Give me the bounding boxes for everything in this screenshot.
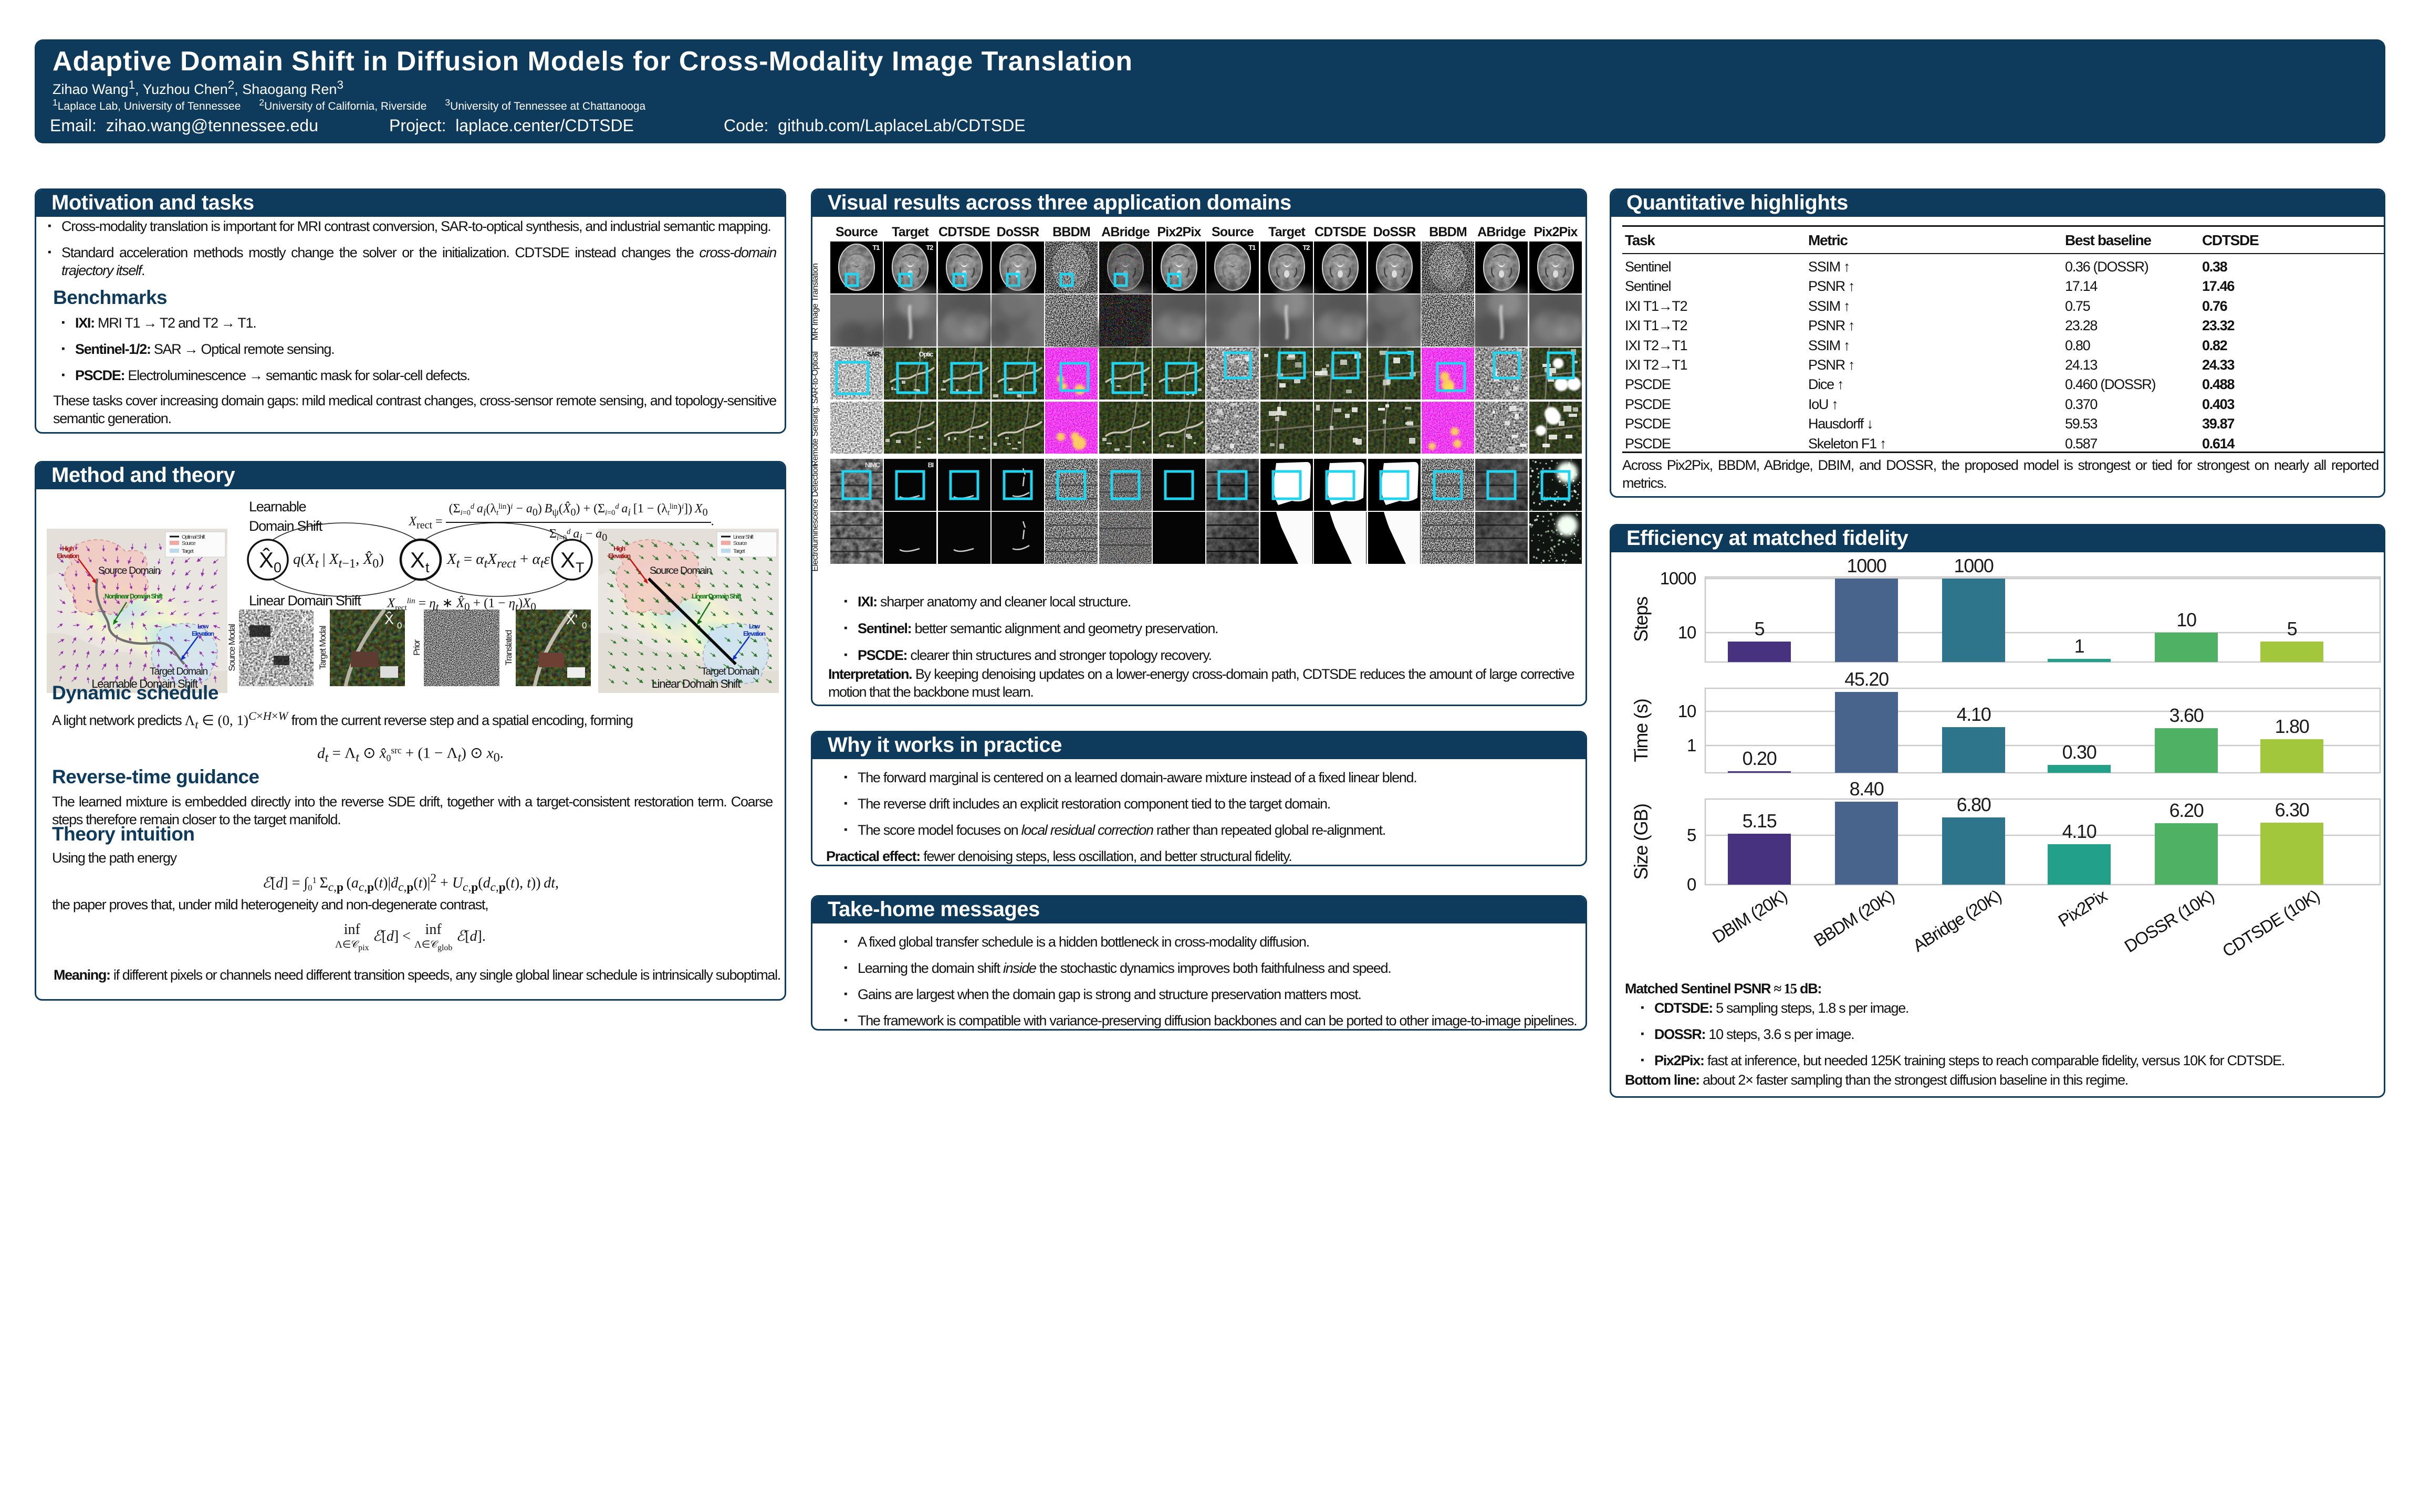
svg-text:6.30: 6.30	[2275, 799, 2309, 821]
svg-text:1: 1	[1687, 736, 1696, 755]
svg-text:0: 0	[397, 621, 402, 631]
svg-text:X: X	[300, 612, 309, 627]
svg-text:T: T	[576, 560, 584, 575]
svg-text:Size (GB): Size (GB)	[1630, 804, 1652, 879]
svg-text:0: 0	[1687, 875, 1696, 894]
svg-text:Low: Low	[197, 623, 209, 630]
svg-text:Elevation: Elevation	[608, 552, 631, 560]
svg-text:Pix2Pix: Pix2Pix	[2054, 886, 2111, 931]
svg-text:10: 10	[1678, 623, 1696, 642]
svg-text:t: t	[425, 560, 430, 575]
svg-text:Nonlinear Domain Shift: Nonlinear Domain Shift	[105, 593, 163, 600]
svg-text:T1: T1	[872, 244, 880, 251]
svg-text:SAR: SAR	[867, 350, 880, 358]
svg-text:Translated: Translated	[504, 630, 514, 666]
svg-text:5.15: 5.15	[1743, 810, 1777, 832]
svg-text:1: 1	[2074, 635, 2084, 657]
svg-text:10: 10	[2176, 609, 2196, 631]
svg-text:6.80: 6.80	[1957, 794, 1991, 815]
svg-text:0: 0	[274, 560, 281, 575]
svg-text:Target: Target	[182, 548, 194, 554]
svg-text:Source Domain: Source Domain	[650, 565, 712, 576]
svg-text:BBDM (20K): BBDM (20K)	[1810, 886, 1897, 951]
svg-text:8.40: 8.40	[1850, 778, 1884, 800]
svg-text:Elevation: Elevation	[57, 552, 79, 560]
svg-text:5: 5	[1755, 618, 1765, 639]
svg-text:Linear Domain Shift: Linear Domain Shift	[652, 677, 741, 690]
svg-text:Low: Low	[749, 623, 760, 630]
svg-text:DBIM (20K): DBIM (20K)	[1709, 886, 1790, 947]
svg-text:X̂: X̂	[384, 612, 394, 627]
svg-text:T1: T1	[1248, 244, 1256, 251]
svg-text:Linear Domain Shift: Linear Domain Shift	[692, 593, 742, 600]
svg-text:10: 10	[1678, 701, 1696, 721]
svg-text:Prior: Prior	[412, 639, 422, 656]
svg-text:Linear Shift: Linear Shift	[733, 534, 754, 540]
svg-text:1000: 1000	[1847, 555, 1886, 576]
svg-text:1000: 1000	[1954, 555, 1994, 576]
svg-text:X: X	[560, 548, 575, 572]
svg-text:Target Domain: Target Domain	[701, 666, 759, 677]
svg-text:Source Domain: Source Domain	[98, 565, 160, 576]
svg-text:45.20: 45.20	[1844, 668, 1889, 690]
svg-text:BI: BI	[928, 461, 934, 469]
svg-text:6.20: 6.20	[2169, 800, 2204, 821]
svg-text:Target: Target	[733, 548, 745, 554]
svg-text:High: High	[613, 545, 625, 552]
svg-text:5: 5	[2287, 618, 2297, 639]
svg-text:NIMC: NIMC	[865, 461, 881, 469]
svg-text:1.80: 1.80	[2275, 716, 2309, 737]
svg-text:X̂': X̂'	[566, 612, 577, 627]
svg-text:4.10: 4.10	[1957, 704, 1991, 725]
svg-text:Source: Source	[733, 540, 747, 547]
svg-text:DOSSR (10K): DOSSR (10K)	[2121, 886, 2217, 957]
svg-text:High: High	[62, 545, 74, 552]
svg-text:0: 0	[308, 621, 312, 631]
svg-text:Steps: Steps	[1630, 597, 1652, 642]
svg-text:Time (s): Time (s)	[1630, 699, 1652, 762]
svg-text:X̂: X̂	[259, 548, 274, 572]
svg-text:Source: Source	[182, 540, 196, 547]
svg-text:T2: T2	[1302, 244, 1310, 251]
svg-text:4.10: 4.10	[2062, 821, 2096, 842]
svg-text:CDTSDE (10K): CDTSDE (10K)	[2219, 886, 2323, 961]
svg-text:Elevation: Elevation	[192, 630, 214, 637]
svg-text:0.20: 0.20	[1743, 748, 1777, 769]
svg-text:5: 5	[1687, 825, 1696, 845]
svg-text:Elevation: Elevation	[743, 630, 766, 637]
svg-text:Optimal Shift: Optimal Shift	[182, 534, 205, 540]
svg-text:Target Domain: Target Domain	[150, 666, 207, 677]
svg-text:1000: 1000	[1660, 569, 1696, 588]
svg-text:Target Modal: Target Modal	[318, 626, 328, 669]
svg-text:0.30: 0.30	[2062, 741, 2096, 763]
svg-text:0: 0	[582, 621, 587, 631]
svg-text:Learnable Domain Shift: Learnable Domain Shift	[91, 677, 198, 690]
svg-text:T2: T2	[926, 244, 933, 251]
svg-text:ABridge (20K): ABridge (20K)	[1910, 886, 2005, 956]
svg-text:Optic: Optic	[919, 350, 933, 358]
svg-text:3.60: 3.60	[2169, 705, 2204, 726]
svg-text:Source Modal: Source Modal	[227, 624, 237, 671]
svg-text:X: X	[410, 548, 425, 572]
